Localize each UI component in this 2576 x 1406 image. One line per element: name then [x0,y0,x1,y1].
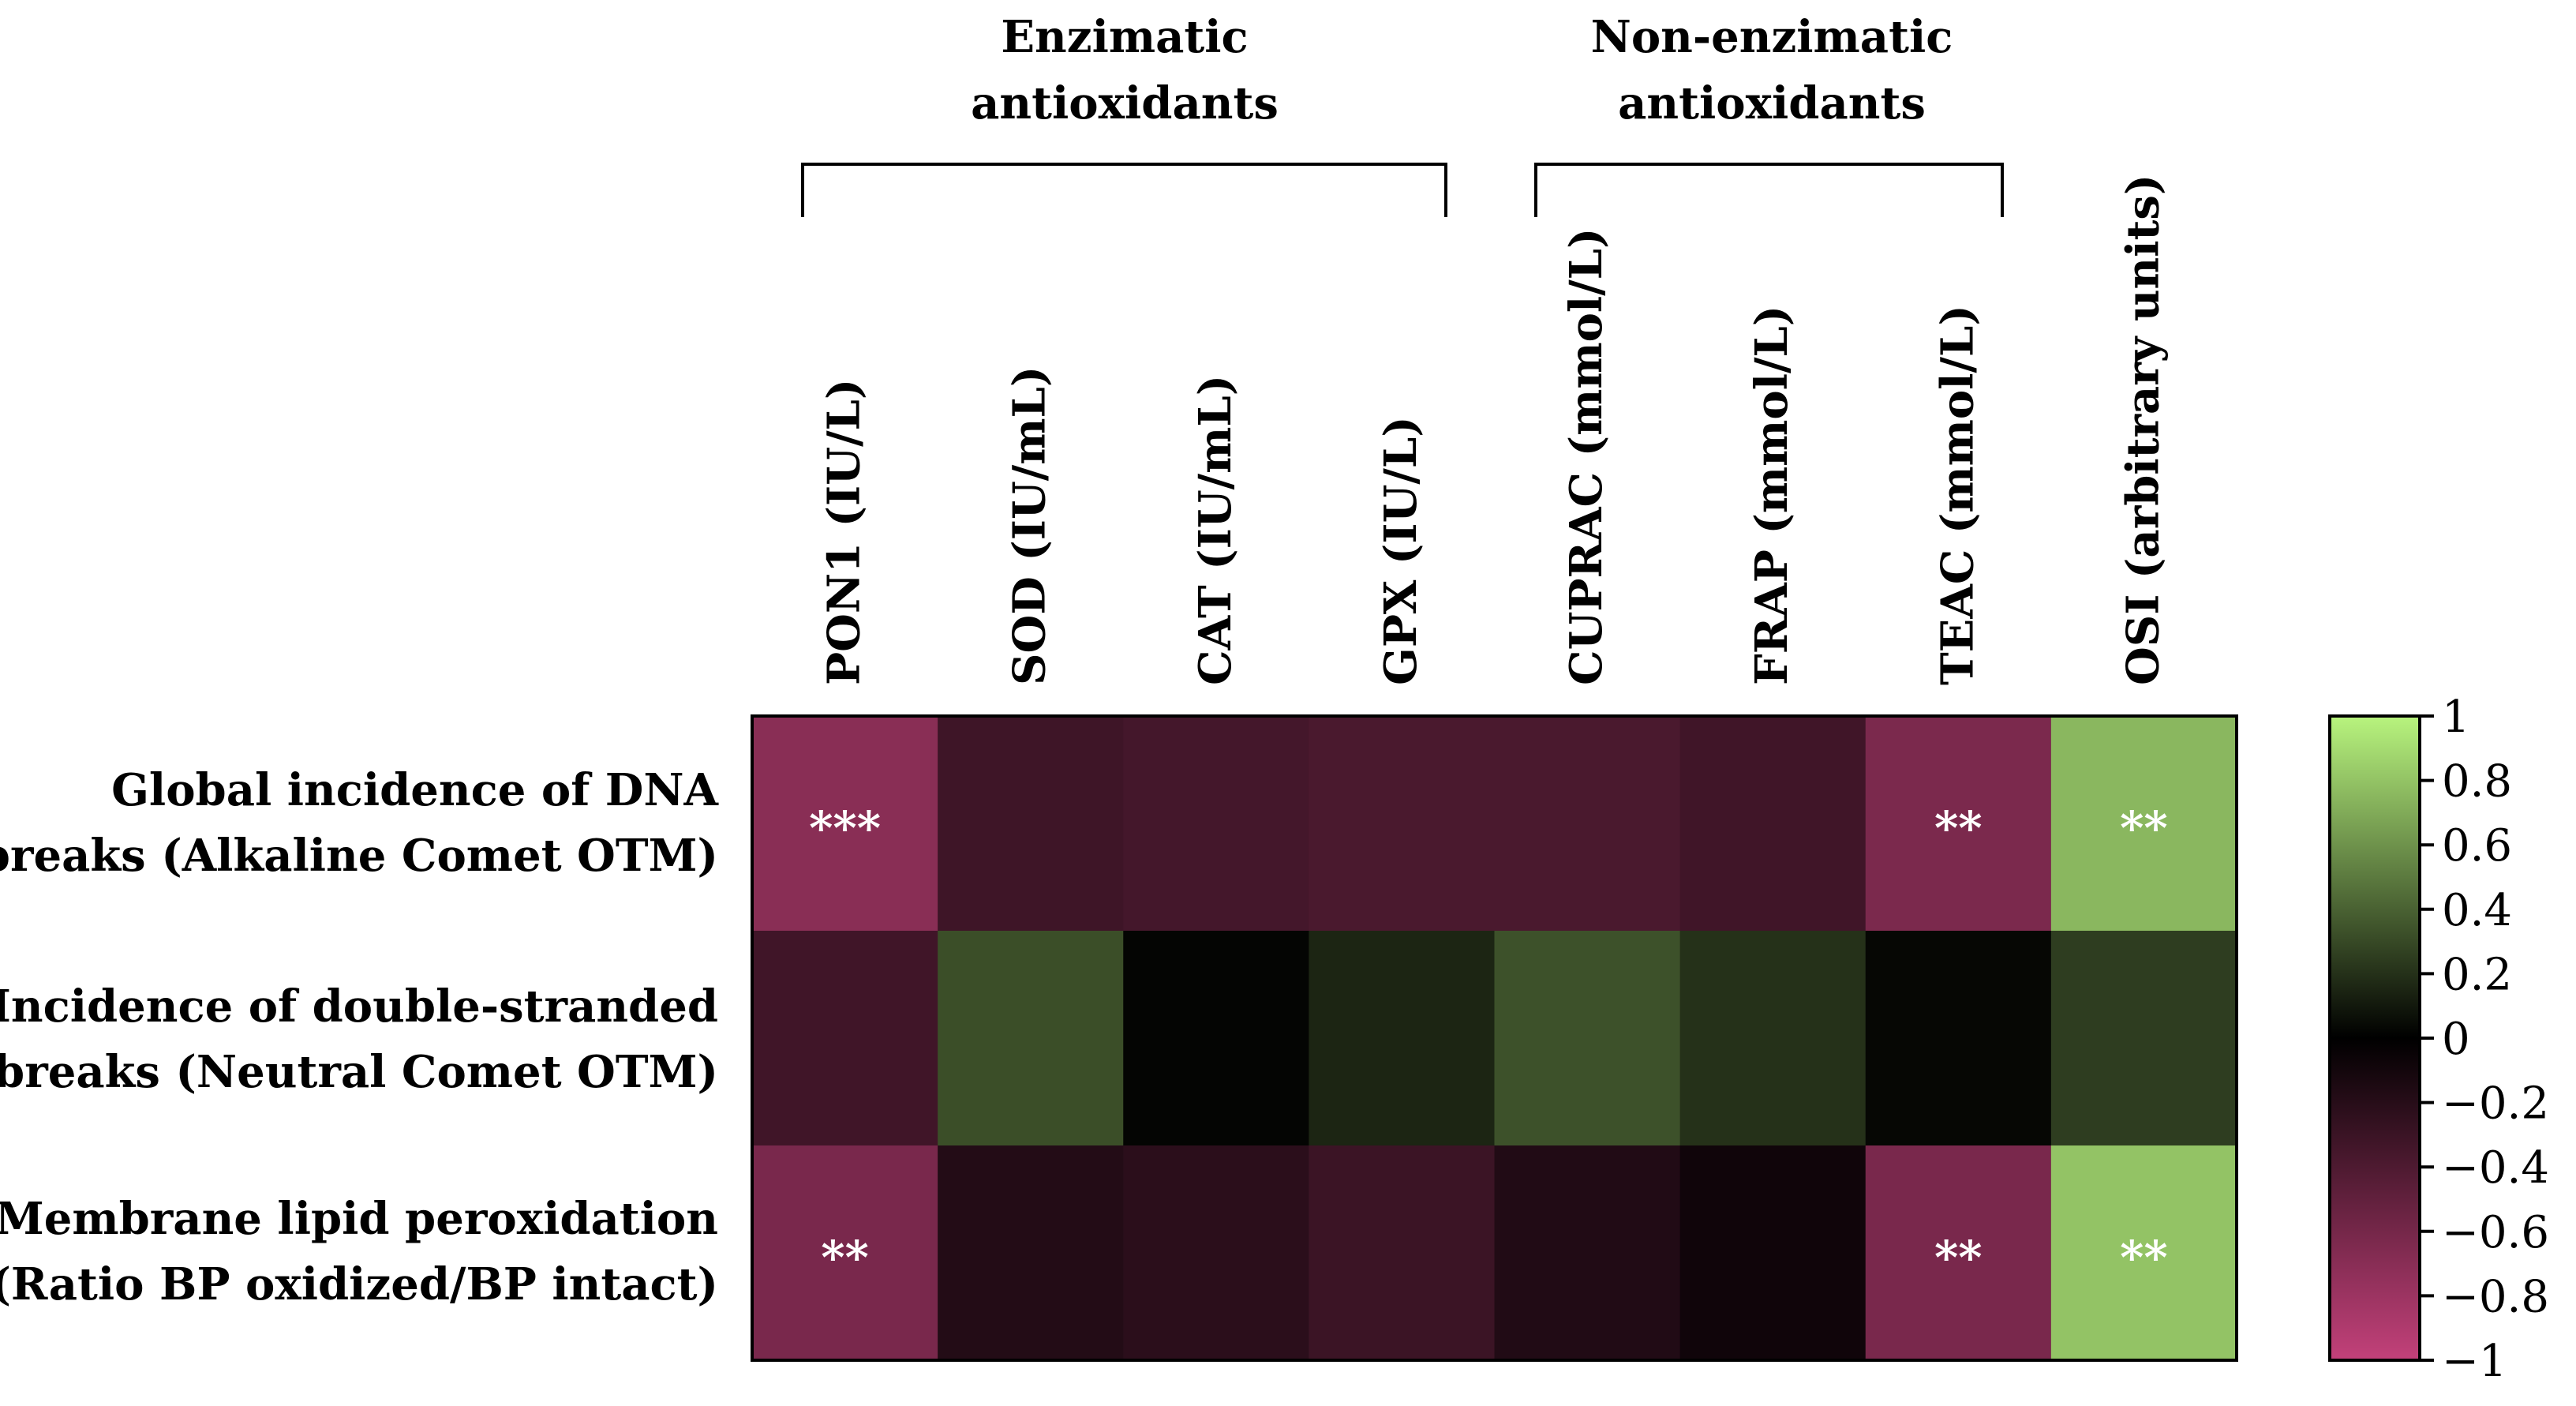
colorbar-ticks: 1 0.8 0.6 0.4 0.2 0 −0.2 −0.4 −0.6 −0.8 −1 [2420,692,2549,1387]
heatmap-cell [1494,1145,1681,1361]
bracket-enzimatic [801,163,1447,217]
colorbar-tick-label: −0.4 [2442,1142,2549,1194]
significance-label: ** [2120,1231,2168,1284]
heatmap-cell [1679,716,1866,932]
heatmap-cell [1865,931,2052,1146]
column-label-cat: CAT (IU/mL) [1189,375,1241,685]
row-label-3-line-2: (Ratio BP oxidized/BP intact) [0,1258,718,1310]
colorbar-tick-label: −1 [2442,1336,2507,1387]
colorbar-tick-label: 0.6 [2442,820,2512,872]
significance-label: ** [1934,801,1983,855]
significance-label: *** [809,801,881,855]
heatmap-cell [938,1145,1124,1361]
colorbar-tick-label: −0.6 [2442,1207,2549,1258]
heatmap-cell [2050,716,2237,932]
colorbar-tick-label: 0.4 [2442,885,2512,936]
column-label-teac: TEAC (mmol/L) [1931,305,1983,685]
group-label-non-enzimatic-line-1: Non-enzimatic [1591,11,1953,63]
row-labels: Global incidence of DNA breaks (Alkaline … [0,764,720,1310]
heatmap-cell [1494,716,1681,932]
heatmap-cell [1123,931,1309,1146]
heatmap-cell [752,931,938,1146]
colorbar-tick-label: 0.2 [2442,949,2512,1000]
column-label-frap: FRAP (mmol/L) [1746,306,1798,685]
row-label-1-line-1: Global incidence of DNA [111,764,719,816]
significance-label: ** [821,1231,869,1284]
heatmap-cell [752,716,938,932]
bracket-non-enzimatic [1534,163,2004,217]
heatmap-cell [1309,1145,1495,1361]
colorbar-tick-label: −0.2 [2442,1078,2549,1130]
heatmap-cell [752,1145,938,1361]
group-label-enzimatic-line-1: Enzimatic [1001,11,1248,63]
heatmap-cell [2050,1145,2237,1361]
colorbar-tick-label: 1 [2442,692,2470,743]
group-labels: Enzimatic antioxidants Non-enzimatic ant… [971,11,1953,129]
group-brackets [801,163,2004,217]
colorbar-tick-label: 0.8 [2442,756,2512,808]
heatmap-cell [938,931,1124,1146]
heatmap-cells: *** ** **** ** ** [752,716,2237,1361]
heatmap-cell [1123,716,1309,932]
column-label-pon1: PON1 (IU/L) [818,379,871,685]
heatmap-cell [1679,931,1866,1146]
heatmap-cell [1309,931,1495,1146]
heatmap-cell [938,716,1124,932]
heatmap-cell [1679,1145,1866,1361]
colorbar: 1 0.8 0.6 0.4 0.2 0 −0.2 −0.4 −0.6 −0.8 −1 [2328,692,2549,1387]
heatmap-cell [1123,1145,1309,1361]
group-label-enzimatic-line-2: antioxidants [971,77,1279,129]
row-label-2-line-2: breaks (Neutral Comet OTM) [0,1046,718,1098]
column-label-sod: SOD (IU/mL) [1004,366,1056,685]
heatmap-cell [1494,931,1681,1146]
heatmap-cell [1309,716,1495,932]
row-label-1-line-2: breaks (Alkaline Comet OTM) [0,830,718,882]
column-labels: PON1 (IU/L) SOD (IU/mL) CAT (IU/mL) GPX (IU… [818,174,2170,685]
row-label-2-line-1: Incidence of double-stranded [0,980,718,1033]
colorbar-tick-label: 0 [2442,1014,2470,1065]
heatmap-cell [1865,1145,2052,1361]
colorbar-gradient [2328,714,2421,1362]
heatmap-cell [1865,716,2052,932]
group-label-non-enzimatic-line-2: antioxidants [1618,77,1926,129]
column-label-gpx: GPX (IU/L) [1375,416,1427,685]
significance-label: ** [2120,801,2168,855]
row-label-3-line-1: Membrane lipid peroxidation [0,1193,718,1245]
column-label-cuprac: CUPRAC (mmol/L) [1560,227,1612,685]
column-label-osi: OSI (arbitrary units) [2117,174,2169,685]
significance-label: ** [1934,1231,1983,1284]
heatmap-border [751,714,2238,1362]
heatmap-cell [2050,931,2237,1146]
colorbar-tick-label: −0.8 [2442,1271,2549,1322]
